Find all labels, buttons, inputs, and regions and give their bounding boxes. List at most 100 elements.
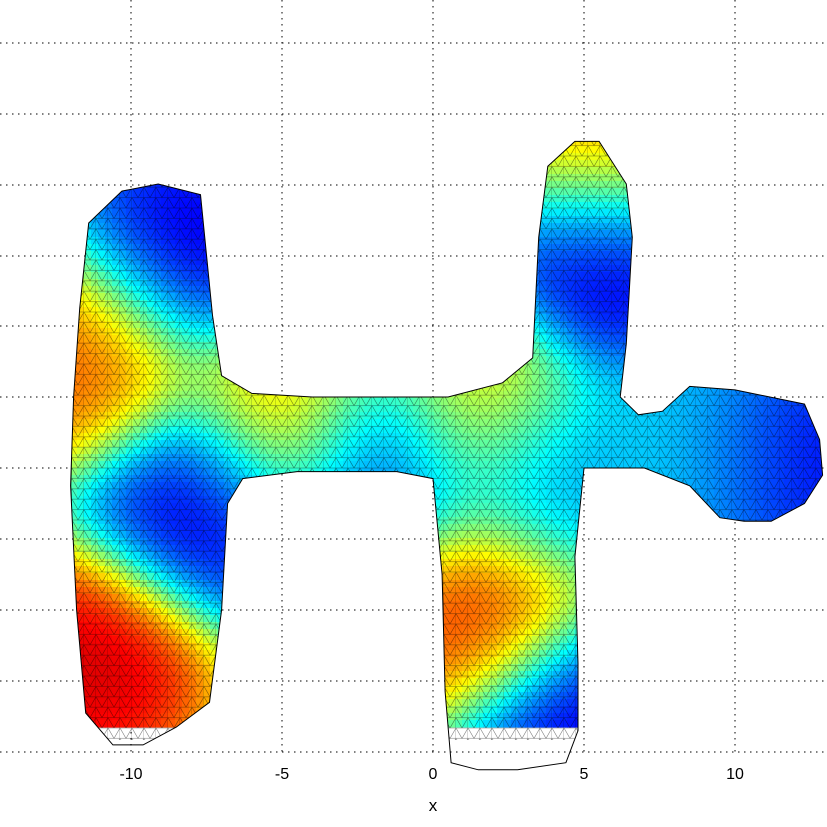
mesh-cell	[224, 363, 232, 371]
mesh-cell	[588, 104, 596, 112]
mesh-cell	[378, 258, 386, 266]
mesh-cell	[700, 279, 708, 287]
mesh-cell	[385, 370, 393, 378]
mesh-cell	[742, 230, 750, 238]
mesh-cell	[644, 314, 652, 322]
mesh-cell	[462, 384, 470, 392]
mesh-cell	[707, 202, 715, 210]
mesh-cell	[749, 167, 757, 175]
mesh-cell	[595, 111, 603, 119]
mesh-cell	[287, 195, 295, 203]
mesh-cell	[322, 146, 330, 154]
mesh-cell	[469, 314, 477, 322]
mesh-cell	[252, 146, 260, 154]
mesh-cell	[413, 377, 421, 385]
mesh-cell	[322, 167, 330, 175]
mesh-cell	[287, 125, 295, 133]
mesh-cell	[770, 111, 778, 119]
mesh-cell	[735, 174, 743, 182]
mesh-cell	[532, 104, 540, 112]
mesh-cell	[385, 349, 393, 357]
mesh-cell	[707, 286, 715, 294]
mesh-cell	[819, 146, 823, 154]
mesh-cell	[700, 195, 708, 203]
mesh-cell	[259, 160, 267, 168]
mesh-cell	[399, 125, 407, 133]
mesh-cell	[819, 356, 823, 364]
mesh-cell	[287, 223, 295, 231]
mesh-cell	[721, 244, 729, 252]
mesh-cell	[455, 104, 463, 112]
mesh-cell	[259, 104, 267, 112]
mesh-cell	[392, 272, 400, 280]
mesh-cell	[728, 251, 736, 259]
mesh-cell	[329, 125, 337, 133]
mesh-cell	[637, 293, 645, 301]
mesh-cell	[581, 132, 589, 140]
mesh-cell	[616, 111, 624, 119]
mesh-cell	[798, 328, 806, 336]
mesh-cell	[420, 286, 428, 294]
mesh-cell	[308, 237, 316, 245]
mesh-cell	[441, 321, 449, 329]
mesh-cell	[238, 97, 246, 105]
mesh-cell	[364, 223, 372, 231]
mesh-cell	[364, 251, 372, 259]
mesh-cell	[735, 272, 743, 280]
mesh-cell	[252, 356, 260, 364]
mesh-cell	[308, 167, 316, 175]
mesh-cell	[91, 188, 99, 196]
mesh-cell	[735, 202, 743, 210]
mesh-cell	[287, 363, 295, 371]
mesh-cell	[693, 118, 701, 126]
mesh-cell	[630, 132, 638, 140]
mesh-cell	[777, 125, 785, 133]
mesh-cell	[483, 167, 491, 175]
mesh-cell	[588, 90, 596, 98]
mesh-cell	[364, 174, 372, 182]
mesh-cell	[231, 230, 239, 238]
mesh-cell	[637, 335, 645, 343]
mesh-cell	[616, 160, 624, 168]
mesh-cell	[644, 160, 652, 168]
mesh-cell	[147, 167, 155, 175]
mesh-cell	[651, 160, 659, 168]
mesh-cell	[406, 104, 414, 112]
mesh-cell	[518, 237, 526, 245]
mesh-cell	[602, 132, 610, 140]
mesh-cell	[777, 335, 785, 343]
mesh-cell	[329, 335, 337, 343]
mesh-cell	[707, 230, 715, 238]
mesh-cell	[476, 118, 484, 126]
mesh-cell	[497, 258, 505, 266]
mesh-cell	[700, 300, 708, 308]
mesh-cell	[525, 202, 533, 210]
mesh-cell	[259, 216, 267, 224]
mesh-cell	[728, 167, 736, 175]
mesh-cell	[777, 244, 785, 252]
mesh-cell	[273, 104, 281, 112]
mesh-cell	[791, 286, 799, 294]
mesh-cell	[735, 307, 743, 315]
mesh-cell	[812, 230, 820, 238]
mesh-cell	[406, 258, 414, 266]
mesh-cell	[616, 118, 624, 126]
mesh-cell	[238, 314, 246, 322]
mesh-cell	[665, 141, 673, 147]
mesh-cell	[308, 132, 316, 140]
mesh-cell	[84, 90, 92, 98]
mesh-cell	[805, 349, 813, 357]
mesh-cell	[735, 223, 743, 231]
mesh-cell	[322, 202, 330, 210]
mesh-cell	[231, 167, 239, 175]
mesh-cell	[308, 377, 316, 385]
mesh-cell	[217, 286, 225, 294]
mesh-cell	[112, 111, 120, 119]
mesh-cell	[189, 153, 197, 161]
mesh-cell	[245, 237, 253, 245]
mesh-cell	[294, 97, 302, 105]
mesh-cell	[805, 300, 813, 308]
mesh-cell	[301, 335, 309, 343]
mesh-cell	[665, 216, 673, 224]
mesh-cell	[595, 104, 603, 112]
